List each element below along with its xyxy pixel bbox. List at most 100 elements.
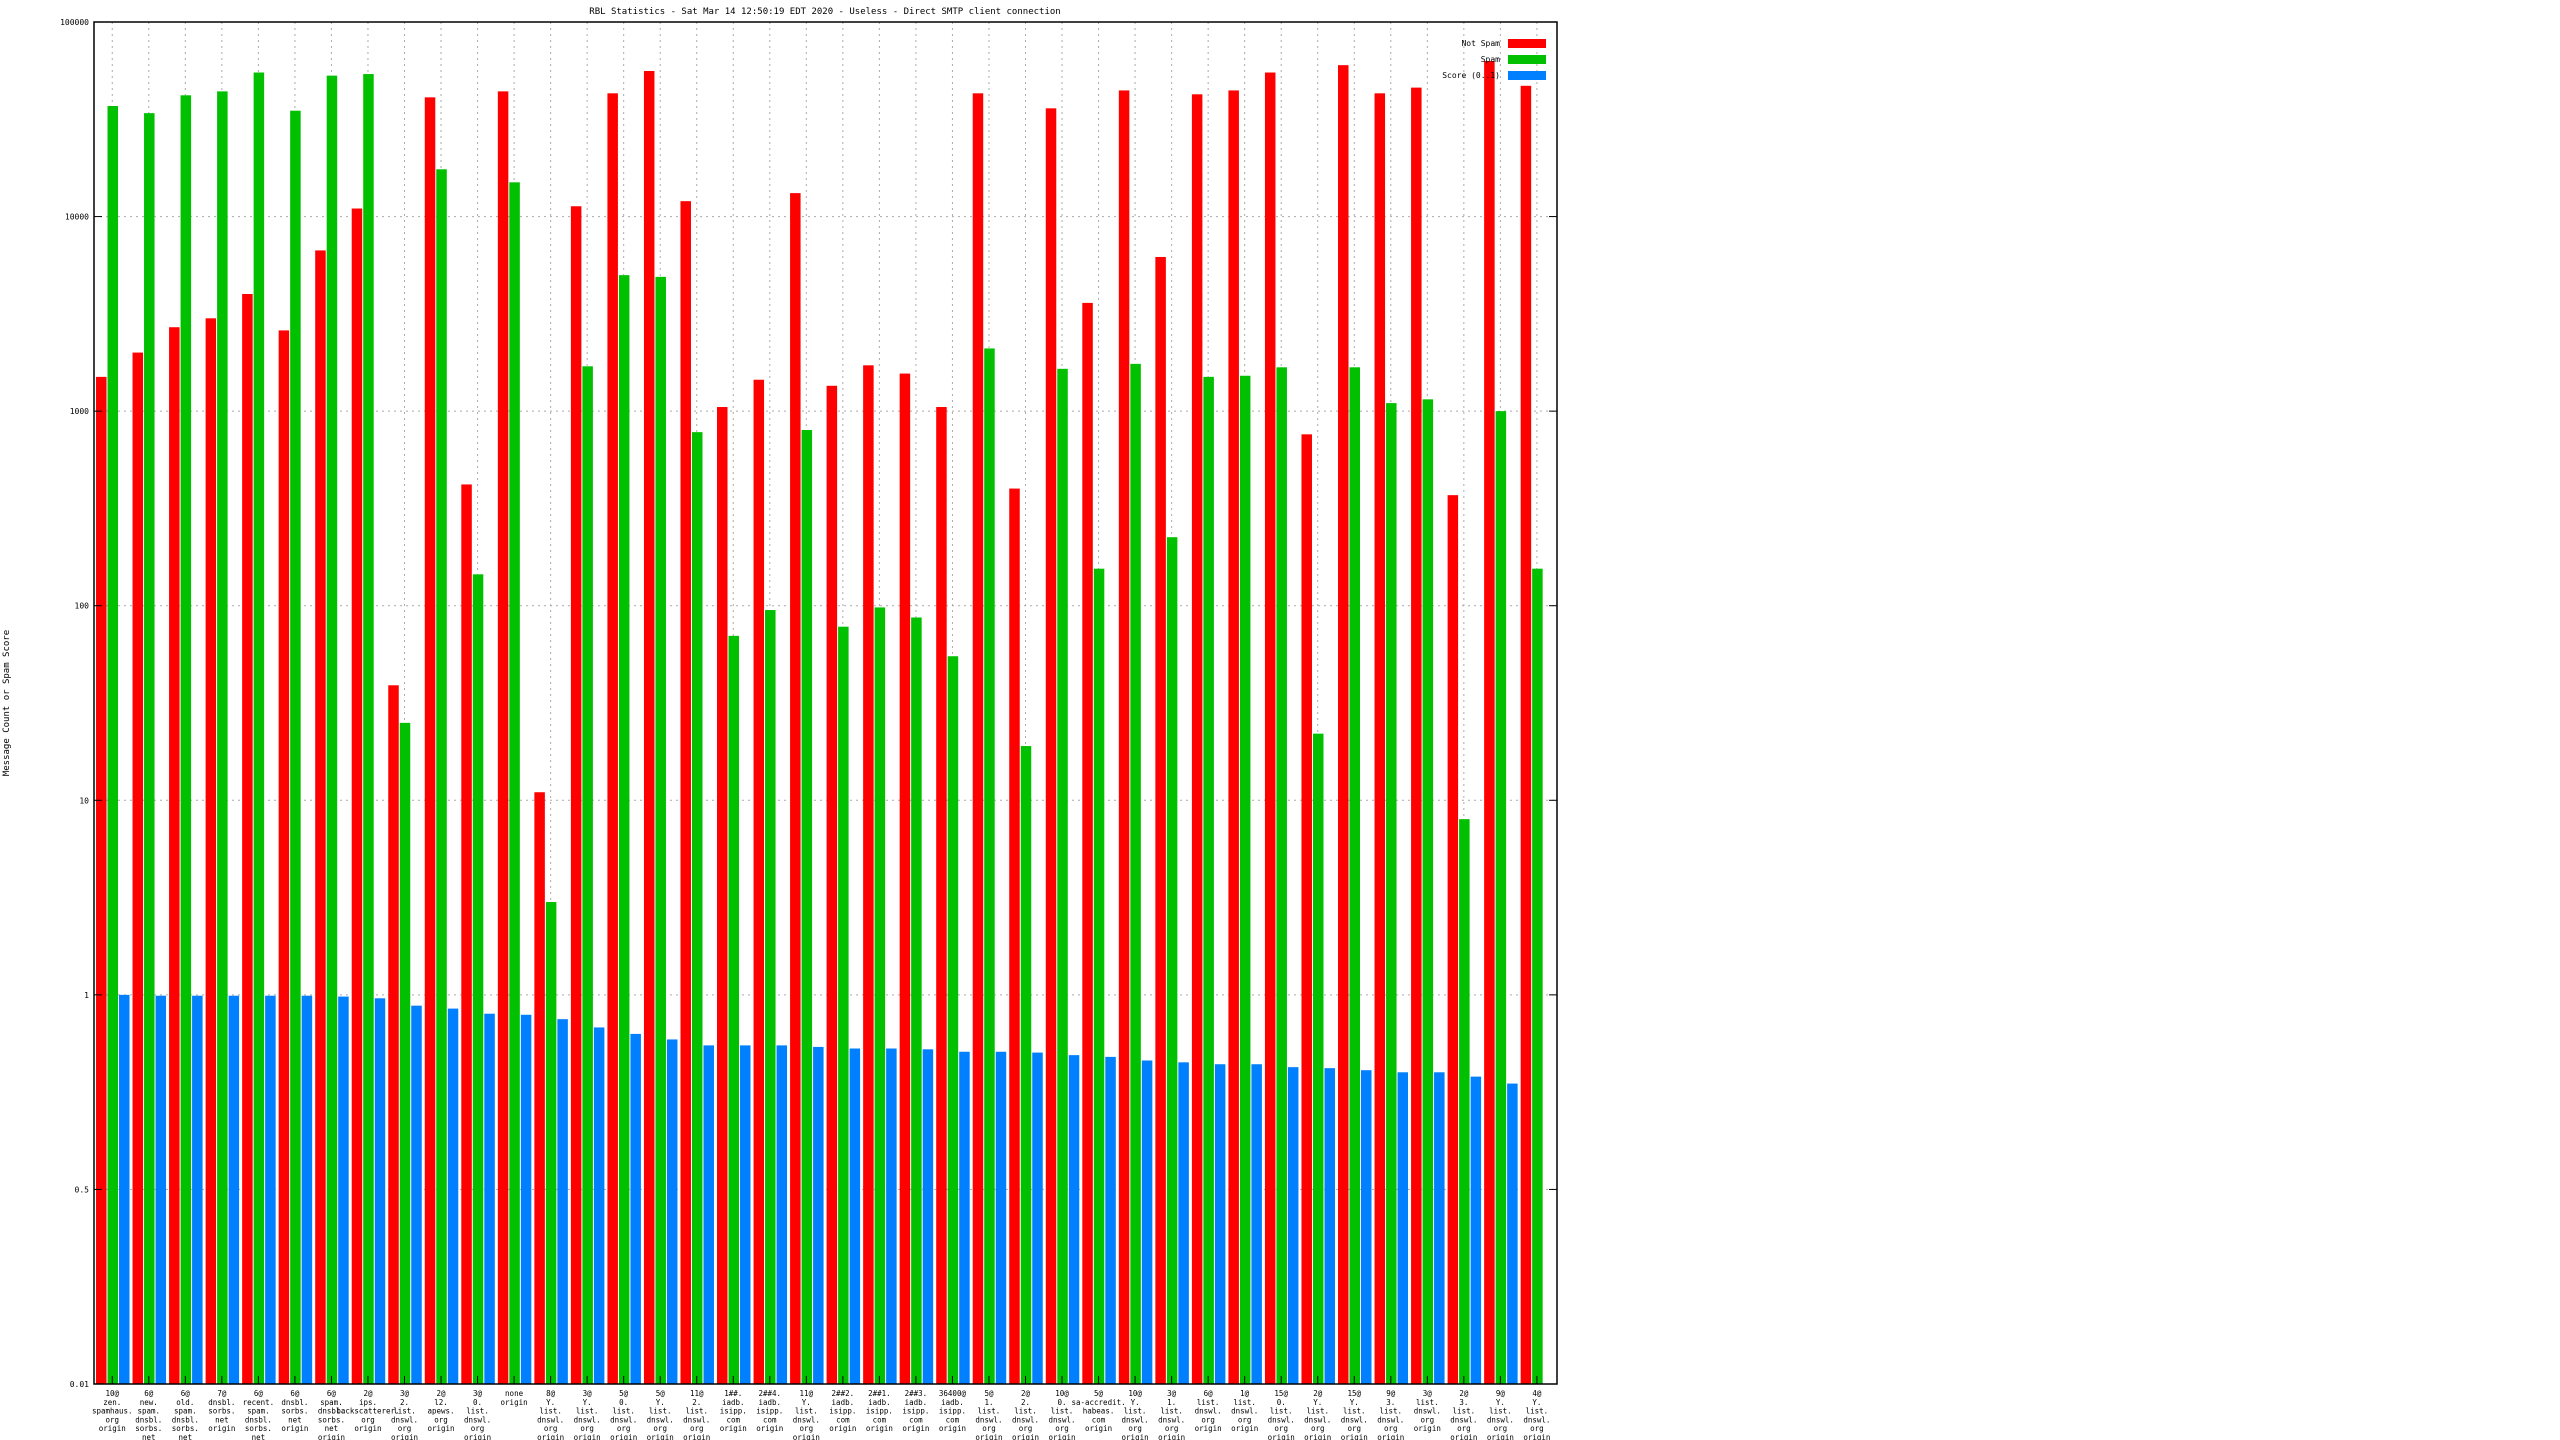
x-tick-label: org (1457, 1424, 1471, 1433)
x-tick-label: org (580, 1424, 594, 1433)
bar (1141, 1060, 1153, 1384)
bar (119, 994, 130, 1384)
x-tick-label: list. (1014, 1407, 1037, 1416)
x-tick-label: 2##3. (905, 1389, 928, 1398)
legend-label: Spam (1481, 55, 1500, 64)
x-tick-label: org (1347, 1424, 1361, 1433)
bar (593, 1027, 605, 1384)
x-tick-label: 0. (1058, 1398, 1067, 1407)
x-tick-label: iadb. (941, 1398, 964, 1407)
x-tick-label: com (873, 1415, 887, 1424)
bar (570, 206, 582, 1384)
bar (1484, 61, 1495, 1384)
x-tick-label: 3. (1459, 1398, 1468, 1407)
x-tick-label: iadb. (868, 1398, 891, 1407)
bar (1507, 1083, 1518, 1384)
x-tick-label: origin (1450, 1433, 1477, 1440)
x-tick-label: Y. (802, 1398, 811, 1407)
x-tick-label: origin (1414, 1424, 1441, 1433)
x-tick-label: org (653, 1424, 667, 1433)
x-tick-label: spam. (247, 1407, 270, 1416)
x-tick-label: sorbs. (172, 1424, 199, 1433)
bar (1118, 90, 1130, 1385)
bar (703, 1045, 714, 1384)
x-tick-label: origin (281, 1424, 308, 1433)
x-tick-label: 36400@ (939, 1389, 967, 1398)
x-tick-label: org (1274, 1424, 1288, 1433)
bar (1130, 363, 1141, 1384)
y-axis-label: Message Count or Spam Score (2, 630, 12, 776)
x-tick-label: list. (1380, 1407, 1403, 1416)
bar (1251, 1064, 1262, 1384)
bar (265, 995, 276, 1384)
bar (1532, 568, 1543, 1384)
bar (717, 407, 728, 1384)
x-tick-label: origin (427, 1424, 454, 1433)
x-tick-label: none (505, 1389, 524, 1398)
x-tick-label: list. (1124, 1407, 1147, 1416)
x-tick-label: dnswl. (1158, 1415, 1185, 1424)
x-tick-label: org (398, 1424, 412, 1433)
x-tick-label: 8@ (546, 1389, 556, 1398)
x-tick-label: origin (1122, 1433, 1149, 1440)
bar (205, 318, 217, 1384)
bar (338, 996, 349, 1384)
x-tick-label: com (726, 1415, 740, 1424)
x-tick-label: Y. (1313, 1398, 1322, 1407)
bar (972, 93, 984, 1385)
bar (643, 70, 655, 1385)
x-tick-label: 9@ (1386, 1389, 1396, 1398)
plot-frame (93, 21, 1558, 1385)
bar (545, 902, 557, 1384)
x-tick-label: origin (1523, 1433, 1550, 1440)
x-tick-label: org (1421, 1415, 1435, 1424)
x-tick-label: Y. (1532, 1398, 1541, 1407)
x-tick-label: dnswl. (1377, 1415, 1404, 1424)
bar (1239, 375, 1251, 1384)
x-tick-label: org (1128, 1424, 1142, 1433)
bar (1045, 108, 1057, 1385)
x-tick-label: 5@ (656, 1389, 666, 1398)
x-tick-label: list. (795, 1407, 818, 1416)
x-tick-label: 6@ (1204, 1389, 1214, 1398)
x-tick-label: 6@ (181, 1389, 191, 1398)
x-tick-label: 3@ (473, 1389, 483, 1398)
x-tick-label: dnswl. (647, 1415, 674, 1424)
bar (1020, 746, 1032, 1384)
x-tick-label: 3@ (1167, 1389, 1177, 1398)
legend-swatch (1508, 55, 1546, 64)
x-tick-label: list. (1453, 1407, 1476, 1416)
x-tick-label: Y. (546, 1398, 555, 1407)
x-tick-label: com (763, 1415, 777, 1424)
x-tick-label: new. (140, 1398, 158, 1407)
x-tick-label: list. (1051, 1407, 1074, 1416)
x-tick-label: Y. (1131, 1398, 1140, 1407)
x-tick-label: list. (539, 1407, 562, 1416)
x-tick-label: 4@ (1532, 1389, 1542, 1398)
x-tick-label: origin (318, 1433, 345, 1440)
x-tick-label: 2@ (363, 1389, 373, 1398)
x-tick-label: org (1494, 1424, 1508, 1433)
x-tick-label: dnswl. (610, 1415, 637, 1424)
bar (1361, 1070, 1372, 1384)
x-tick-label: 0. (1277, 1398, 1286, 1407)
bar (728, 635, 740, 1384)
bar (1155, 256, 1166, 1384)
bar (253, 72, 265, 1384)
bar (1397, 1072, 1409, 1384)
bar (1057, 368, 1068, 1385)
bar (1287, 1067, 1299, 1384)
x-tick-label: dnswl. (975, 1415, 1002, 1424)
x-tick-label: isipp. (720, 1407, 747, 1416)
bar (1264, 72, 1276, 1384)
x-tick-label: net (142, 1433, 156, 1440)
x-tick-label: isipp. (866, 1407, 893, 1416)
x-tick-label: isipp. (829, 1407, 856, 1416)
x-tick-label: 6@ (254, 1389, 264, 1398)
x-tick-label: isipp. (902, 1407, 929, 1416)
x-tick-label: 5@ (619, 1389, 629, 1398)
x-tick-label: origin (683, 1433, 710, 1440)
x-tick-label: net (179, 1433, 193, 1440)
x-tick-label: org (1384, 1424, 1398, 1433)
